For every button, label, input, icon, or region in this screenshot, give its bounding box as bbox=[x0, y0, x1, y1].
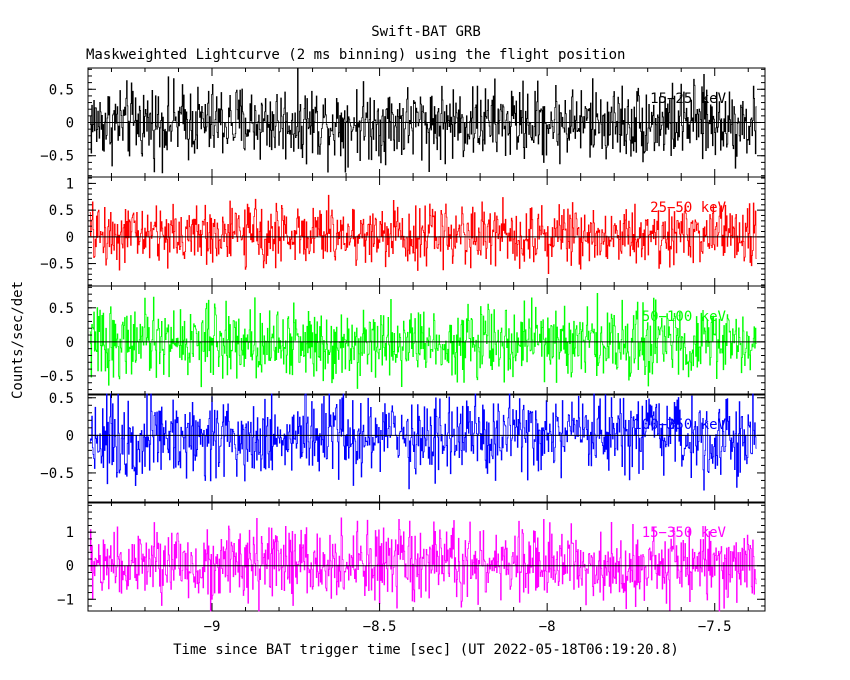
y-tick-label: 0 bbox=[66, 559, 74, 575]
y-tick-label: 0 bbox=[66, 230, 74, 246]
energy-band-label: 100−350 keV bbox=[633, 417, 726, 433]
y-tick-label: 0.5 bbox=[49, 301, 74, 317]
panel-frame bbox=[87, 393, 766, 504]
x-tick-label: −7.5 bbox=[698, 619, 732, 635]
x-tick-label: −8 bbox=[539, 619, 556, 635]
panels-group: 0.5 0 −0.5 15−25 keV 1 0.5 0 −0.5 25−50 keV 0.5 0 −… bbox=[40, 67, 766, 635]
y-tick-label: −0.5 bbox=[40, 466, 74, 482]
energy-band-label: 50−100 keV bbox=[642, 309, 727, 325]
chart-subtitle: Maskweighted Lightcurve (2 ms binning) u… bbox=[86, 47, 625, 63]
lightcurve-series bbox=[89, 67, 757, 174]
y-tick-label: −0.5 bbox=[40, 369, 74, 385]
y-tick-label: 0.5 bbox=[49, 391, 74, 407]
chart-title: Swift-BAT GRB bbox=[371, 24, 481, 40]
panel-frame bbox=[87, 501, 766, 612]
y-tick-label: 1 bbox=[66, 525, 74, 541]
panel-50-100-kev: 0.5 0 −0.5 50−100 keV bbox=[40, 285, 766, 396]
lightcurve-series bbox=[89, 517, 757, 612]
energy-band-label: 15−25 keV bbox=[650, 91, 726, 107]
panel-100-350-kev: 0.5 0 −0.5 100−350 keV bbox=[40, 391, 766, 504]
y-tick-label: −0.5 bbox=[40, 257, 74, 273]
y-tick-label: −0.5 bbox=[40, 149, 74, 165]
y-tick-label: 0 bbox=[66, 428, 74, 444]
y-tick-label: 0 bbox=[66, 116, 74, 132]
energy-band-label: 25−50 keV bbox=[650, 200, 726, 216]
panel-25-50-kev: 1 0.5 0 −0.5 25−50 keV bbox=[40, 176, 766, 287]
x-tick-label: −8.5 bbox=[363, 619, 397, 635]
y-tick-label: 0.5 bbox=[49, 203, 74, 219]
panel-15-25-kev: 0.5 0 −0.5 15−25 keV bbox=[40, 67, 766, 178]
lightcurve-series bbox=[89, 194, 757, 275]
panel-frame bbox=[87, 285, 766, 396]
lightcurve-series bbox=[89, 292, 757, 389]
y-tick-label: 0 bbox=[66, 335, 74, 351]
x-tick-label: −9 bbox=[204, 619, 221, 635]
y-axis-label: Counts/sec/det bbox=[10, 281, 26, 399]
panel-15-350-kev: 1 0 −1 15−350 keV bbox=[57, 501, 766, 612]
x-axis-label: Time since BAT trigger time [sec] (UT 20… bbox=[173, 642, 679, 658]
y-tick-label: −1 bbox=[57, 592, 74, 608]
y-tick-label: 1 bbox=[66, 176, 74, 192]
lightcurve-series bbox=[89, 393, 757, 491]
y-tick-label: 0.5 bbox=[49, 82, 74, 98]
energy-band-label: 15−350 keV bbox=[642, 525, 727, 541]
